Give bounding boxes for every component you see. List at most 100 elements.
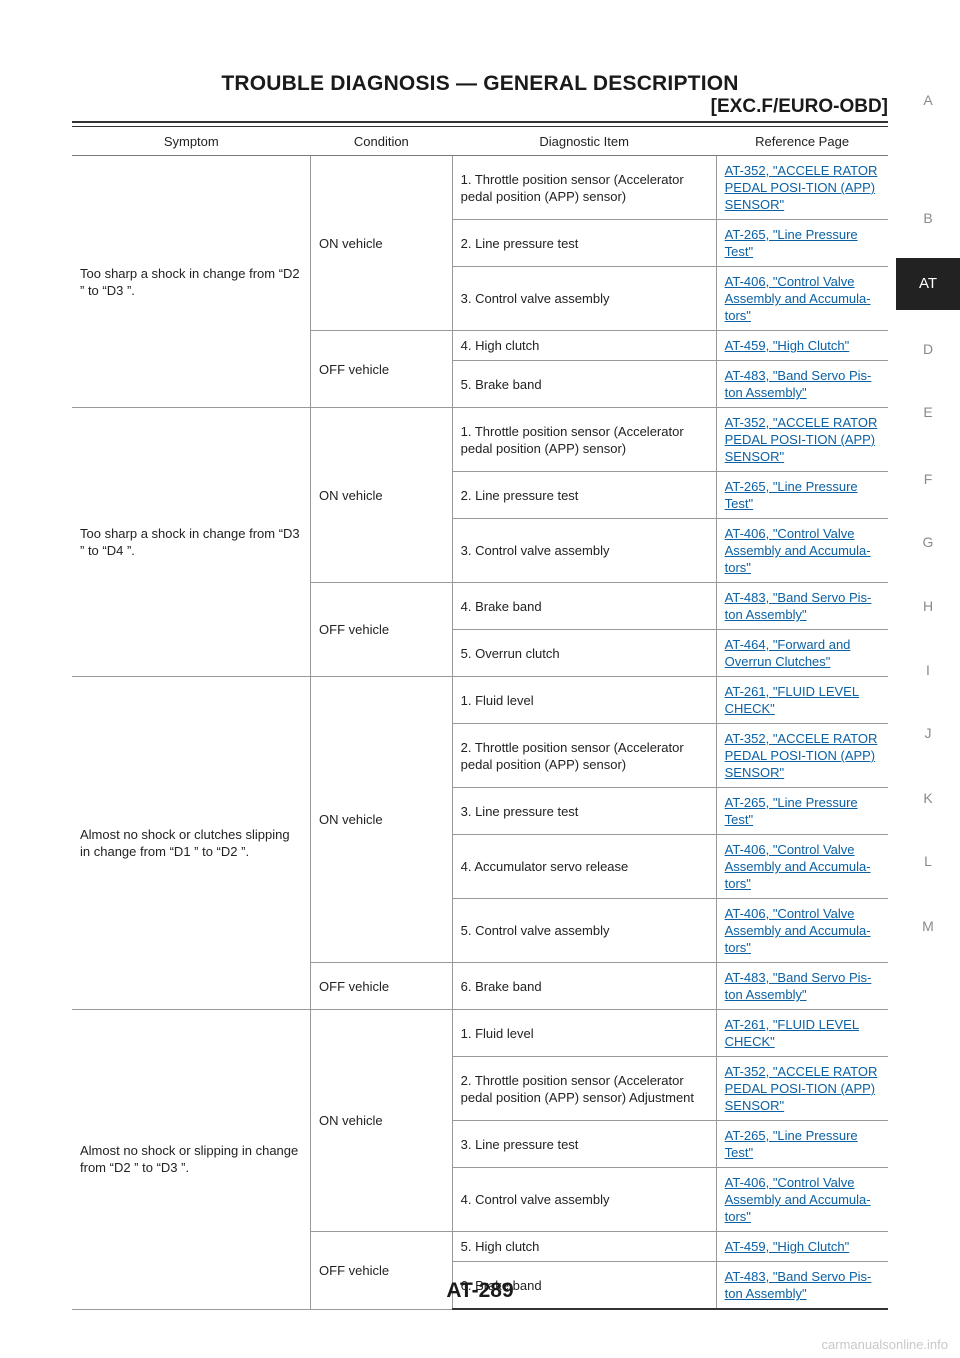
reference-cell: AT-265, "Line Pressure Test"	[715, 471, 888, 519]
reference-cell: AT-483, "Band Servo Pis-ton Assembly"	[715, 962, 888, 1010]
reference-link[interactable]: AT-261, "FLUID LEVEL CHECK"	[724, 684, 860, 716]
section-letter[interactable]: E	[923, 404, 933, 420]
condition-cell: OFF vehicle	[310, 582, 453, 677]
condition-cell: ON vehicle	[310, 155, 453, 331]
reference-link[interactable]: AT-265, "Line Pressure Test"	[724, 1128, 858, 1160]
table-row: 6. Brake band AT-483, "Band Servo Pis-to…	[72, 1261, 888, 1310]
column-header: Diagnostic Item	[452, 128, 717, 156]
diagnostic-item-cell: 2. Line pressure test	[452, 471, 717, 519]
reference-cell: AT-261, "FLUID LEVEL CHECK"	[715, 1009, 888, 1057]
reference-link[interactable]: AT-352, "ACCELE RATOR PEDAL POSI-TION (A…	[724, 1064, 878, 1113]
table-header-row: Symptom Condition Diagnostic Item Refere…	[72, 128, 888, 156]
table-row: 2. Line pressure test AT-265, "Line Pres…	[72, 219, 888, 267]
diagnostic-item-cell: 3. Line pressure test	[452, 787, 717, 835]
reference-cell: AT-464, "Forward and Overrun Clutches"	[715, 629, 888, 677]
reference-cell: AT-265, "Line Pressure Test"	[715, 787, 888, 835]
section-letter[interactable]: K	[923, 790, 933, 806]
symptom-group: Almost no shock or clutches slipping in …	[72, 676, 888, 1010]
section-letter[interactable]: F	[923, 471, 933, 487]
section-letter[interactable]: G	[922, 534, 934, 550]
reference-cell: AT-352, "ACCELE RATOR PEDAL POSI-TION (A…	[715, 407, 888, 472]
reference-cell: AT-459, "High Clutch"	[715, 330, 888, 361]
section-subtitle: [EXC.F/EURO-OBD]	[710, 96, 888, 117]
table-row: Almost no shock or clutches slipping in …	[72, 676, 888, 1010]
table-row: OFF vehicle 5. High clutch AT-459, "High…	[72, 1231, 888, 1310]
diagnosis-table: Symptom Condition Diagnostic Item Refere…	[72, 128, 888, 1310]
diagnostic-item-cell: 6. Brake band	[451, 962, 717, 1010]
section-letter[interactable]: B	[923, 210, 933, 226]
reference-cell: AT-352, "ACCELE RATOR PEDAL POSI-TION (A…	[715, 723, 888, 788]
symptom-group: Too sharp a shock in change from “D2 ” t…	[72, 155, 888, 408]
reference-link[interactable]: AT-265, "Line Pressure Test"	[724, 227, 858, 259]
section-index-sidebar: A B AT D E F G H I J K L M	[896, 0, 960, 1000]
diagnostic-item-cell: 4. Accumulator servo release	[452, 834, 717, 899]
diagnostic-item-cell: 4. Control valve assembly	[452, 1167, 717, 1232]
diagnostic-item-cell: 3. Control valve assembly	[452, 518, 717, 583]
section-letter[interactable]: H	[922, 598, 934, 614]
diagnostic-item-cell: 3. Line pressure test	[452, 1120, 717, 1168]
reference-link[interactable]: AT-406, "Control Valve Assembly and Accu…	[724, 842, 871, 891]
reference-cell: AT-265, "Line Pressure Test"	[715, 219, 888, 267]
table-row: 5. Overrun clutch AT-464, "Forward and O…	[72, 629, 888, 677]
reference-link[interactable]: AT-459, "High Clutch"	[724, 338, 850, 353]
header-rule	[72, 121, 888, 123]
page-title: TROUBLE DIAGNOSIS — GENERAL DESCRIPTION	[221, 72, 739, 95]
condition-cell: OFF vehicle	[310, 1231, 453, 1310]
section-letter[interactable]: I	[926, 662, 930, 678]
reference-link[interactable]: AT-352, "ACCELE RATOR PEDAL POSI-TION (A…	[724, 731, 878, 780]
diagnostic-item-cell: 2. Throttle position sensor (Accelerator…	[452, 1056, 717, 1121]
column-header: Reference Page	[716, 128, 888, 156]
reference-link[interactable]: AT-265, "Line Pressure Test"	[724, 795, 858, 827]
table-row: OFF vehicle 4. Brake band AT-483, "Band …	[72, 582, 888, 677]
reference-cell: AT-406, "Control Valve Assembly and Accu…	[715, 518, 888, 583]
column-header: Condition	[310, 128, 453, 156]
reference-link[interactable]: AT-261, "FLUID LEVEL CHECK"	[724, 1017, 860, 1049]
reference-cell: AT-265, "Line Pressure Test"	[715, 1120, 888, 1168]
diagnostic-item-cell: 5. Brake band	[452, 360, 717, 408]
reference-link[interactable]: AT-406, "Control Valve Assembly and Accu…	[724, 1175, 871, 1224]
diagnostic-item-cell: 4. Brake band	[451, 582, 717, 630]
reference-link[interactable]: AT-406, "Control Valve Assembly and Accu…	[724, 526, 871, 575]
table-row: 3. Line pressure test AT-265, "Line Pres…	[72, 1120, 888, 1168]
reference-cell: AT-483, "Band Servo Pis-ton Assembly"	[715, 582, 888, 630]
reference-cell: AT-459, "High Clutch"	[715, 1231, 888, 1262]
reference-link[interactable]: AT-483, "Band Servo Pis-ton Assembly"	[724, 970, 872, 1002]
table-row: 5. Control valve assembly AT-406, "Contr…	[72, 898, 888, 963]
section-letter[interactable]: D	[922, 341, 934, 357]
diagnostic-item-cell: 5. Control valve assembly	[452, 898, 717, 963]
reference-link[interactable]: AT-406, "Control Valve Assembly and Accu…	[724, 274, 871, 323]
symptom-cell: Too sharp a shock in change from “D3 ” t…	[72, 407, 312, 677]
reference-link[interactable]: AT-265, "Line Pressure Test"	[724, 479, 858, 511]
table-row: Too sharp a shock in change from “D2 ” t…	[72, 155, 888, 408]
reference-link[interactable]: AT-483, "Band Servo Pis-ton Assembly"	[724, 368, 872, 400]
reference-link[interactable]: AT-352, "ACCELE RATOR PEDAL POSI-TION (A…	[724, 415, 878, 464]
reference-cell: AT-483, "Band Servo Pis-ton Assembly"	[715, 1261, 888, 1310]
section-letter[interactable]: J	[924, 725, 932, 741]
reference-link[interactable]: AT-483, "Band Servo Pis-ton Assembly"	[724, 1269, 872, 1301]
table-row: 2. Throttle position sensor (Accelerator…	[72, 1056, 888, 1121]
reference-cell: AT-352, "ACCELE RATOR PEDAL POSI-TION (A…	[715, 155, 888, 220]
table-row: 5. Brake band AT-483, "Band Servo Pis-to…	[72, 360, 888, 408]
section-letter[interactable]: M	[922, 918, 934, 934]
watermark: carmanualsonline.info	[821, 1337, 948, 1352]
table-row: OFF vehicle 4. High clutch AT-459, "High…	[72, 330, 888, 408]
reference-cell: AT-406, "Control Valve Assembly and Accu…	[715, 834, 888, 899]
diagnostic-item-cell: 2. Line pressure test	[452, 219, 717, 267]
condition-cell: ON vehicle	[310, 1009, 453, 1232]
reference-link[interactable]: AT-483, "Band Servo Pis-ton Assembly"	[724, 590, 872, 622]
reference-link[interactable]: AT-459, "High Clutch"	[724, 1239, 850, 1254]
reference-cell: AT-352, "ACCELE RATOR PEDAL POSI-TION (A…	[715, 1056, 888, 1121]
table-row: Almost no shock or slipping in change fr…	[72, 1009, 888, 1310]
table-row: 2. Line pressure test AT-265, "Line Pres…	[72, 471, 888, 519]
diagnostic-item-cell: 5. Overrun clutch	[452, 629, 717, 677]
reference-link[interactable]: AT-406, "Control Valve Assembly and Accu…	[724, 906, 871, 955]
condition-cell: OFF vehicle	[310, 962, 453, 1010]
reference-link[interactable]: AT-352, "ACCELE RATOR PEDAL POSI-TION (A…	[724, 163, 878, 212]
section-tab-active[interactable]: AT	[896, 258, 960, 310]
section-letter[interactable]: L	[924, 853, 932, 869]
symptom-cell: Almost no shock or clutches slipping in …	[72, 676, 312, 1010]
symptom-group: Too sharp a shock in change from “D3 ” t…	[72, 407, 888, 677]
header-rule-thin	[72, 126, 888, 127]
section-letter[interactable]: A	[923, 92, 933, 108]
reference-link[interactable]: AT-464, "Forward and Overrun Clutches"	[724, 637, 851, 669]
